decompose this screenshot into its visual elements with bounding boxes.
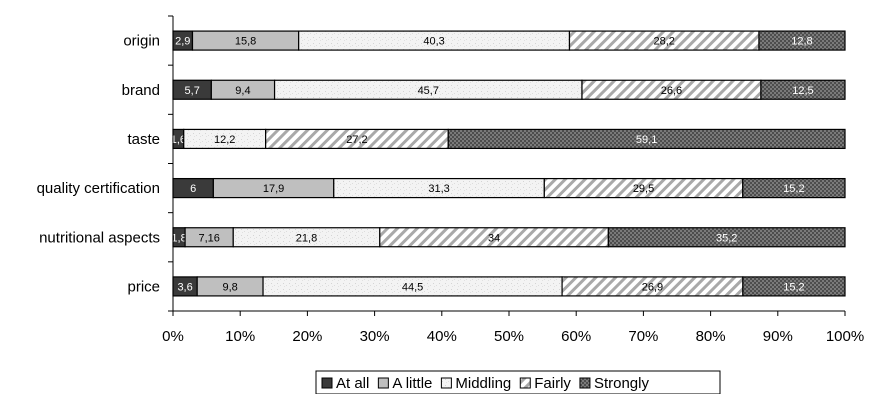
data-label: 17,9 <box>263 183 284 195</box>
bar-segment <box>447 128 846 150</box>
bar-segment <box>742 177 846 199</box>
data-label: 7,16 <box>198 232 219 244</box>
legend-swatch <box>377 377 389 389</box>
data-label: 28,2 <box>654 36 675 48</box>
data-label: 9,4 <box>235 85 250 97</box>
data-label: 26,9 <box>642 281 663 293</box>
category-label: origin <box>123 33 160 50</box>
legend-label: Fairly <box>534 375 571 392</box>
legend-swatch <box>579 377 591 389</box>
category-label: brand <box>122 82 160 99</box>
data-label: 15,2 <box>783 281 804 293</box>
legend: At all A little Middling Fairly Strongly <box>315 370 721 394</box>
x-tick-label: 70% <box>628 328 658 345</box>
data-label: 21,8 <box>296 232 317 244</box>
x-tick-label: 60% <box>561 328 591 345</box>
legend-swatch <box>440 377 452 389</box>
data-label: 29,5 <box>633 183 654 195</box>
legend-label: A little <box>392 375 432 392</box>
data-label: 59,1 <box>636 134 657 146</box>
data-label: 34 <box>488 232 500 244</box>
data-label: 2,9 <box>175 36 190 48</box>
y-axis: origin brand taste quality certification nut… <box>37 15 174 312</box>
data-label: 12,8 <box>791 36 812 48</box>
data-label: 12,2 <box>214 134 235 146</box>
legend-label: Middling <box>455 375 511 392</box>
legend-swatch <box>321 377 333 389</box>
x-tick-label: 90% <box>763 328 793 345</box>
category-label: nutritional aspects <box>39 229 160 246</box>
bar-segment <box>607 227 846 248</box>
bar-segment <box>742 276 846 297</box>
data-label: 45,7 <box>418 85 439 97</box>
data-label: 35,2 <box>716 232 737 244</box>
legend-label: Strongly <box>594 375 650 392</box>
legend-swatch <box>519 377 531 389</box>
data-label: 9,8 <box>222 281 237 293</box>
x-tick-label: 30% <box>360 328 390 345</box>
plot-area: 2,9 15,8 40,3 28,2 12,8 5,7 9,4 45,7 26,6 12,5 1,6… <box>171 30 846 297</box>
data-label: 44,5 <box>402 281 423 293</box>
data-label: 1,6 <box>171 134 186 146</box>
x-axis: 0% 10% 20% 30% 40% 50% 60% 70% 80% 90% 100% <box>162 310 864 345</box>
x-tick-label: 0% <box>162 328 184 345</box>
data-label: 31,3 <box>428 183 449 195</box>
x-tick-label: 20% <box>292 328 322 345</box>
category-label: taste <box>127 131 160 148</box>
data-label: 27,2 <box>346 134 367 146</box>
category-label: price <box>127 278 160 295</box>
legend-box <box>315 370 721 394</box>
x-tick-label: 10% <box>225 328 255 345</box>
data-label: 40,3 <box>423 36 444 48</box>
category-label: quality certification <box>37 180 160 197</box>
x-tick-label: 80% <box>696 328 726 345</box>
data-label: 15,8 <box>235 36 256 48</box>
x-tick-label: 50% <box>494 328 524 345</box>
bar-segment <box>760 79 846 100</box>
data-label: 1,8 <box>171 232 186 244</box>
data-label: 26,6 <box>661 85 682 97</box>
x-tick-label: 100% <box>826 328 864 345</box>
bar-segment <box>758 30 846 51</box>
data-label: 5,7 <box>185 85 200 97</box>
data-label: 6 <box>190 183 196 195</box>
data-label: 3,6 <box>177 281 192 293</box>
x-tick-label: 40% <box>427 328 457 345</box>
data-label: 15,2 <box>783 183 804 195</box>
legend-label: At all <box>336 375 369 392</box>
data-label: 12,5 <box>792 85 813 97</box>
